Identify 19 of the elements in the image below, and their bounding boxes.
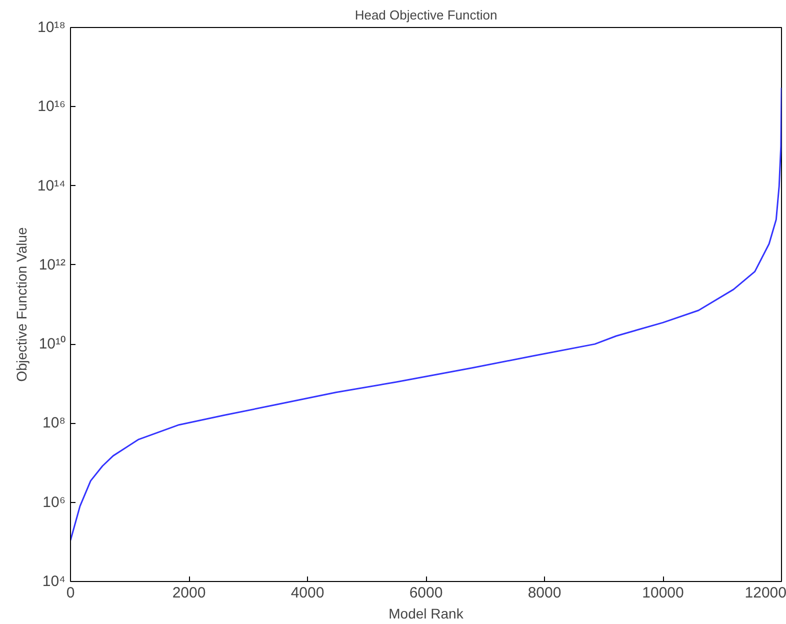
chart-title: Head Objective Function — [354, 8, 498, 22]
y-axis-title: Objective Function Value — [13, 226, 30, 382]
y-tick-label: 10¹⁴ — [37, 177, 66, 194]
x-axis-title: Model Rank — [388, 606, 464, 622]
x-tick-label: 10000 — [642, 584, 684, 602]
x-tick-label: 6000 — [409, 584, 443, 602]
x-tick-label: 2000 — [172, 584, 206, 602]
y-tick-label: 10¹⁶ — [38, 98, 66, 116]
x-tick-label: 4000 — [290, 584, 324, 602]
y-tick-label: 10¹⁸ — [37, 19, 66, 36]
y-tick-label: 10⁴ — [42, 573, 66, 590]
x-tick-label: 0 — [66, 584, 75, 602]
y-tick-label: 10⁸ — [42, 414, 66, 432]
y-tick-label: 10¹⁰ — [38, 336, 66, 353]
x-tick-label: 8000 — [528, 584, 562, 602]
line-series — [70, 87, 782, 542]
y-tick-label: 10⁶ — [42, 494, 66, 511]
y-tick-label: 10¹² — [38, 256, 66, 274]
x-tick-label: 12000 — [744, 584, 786, 602]
